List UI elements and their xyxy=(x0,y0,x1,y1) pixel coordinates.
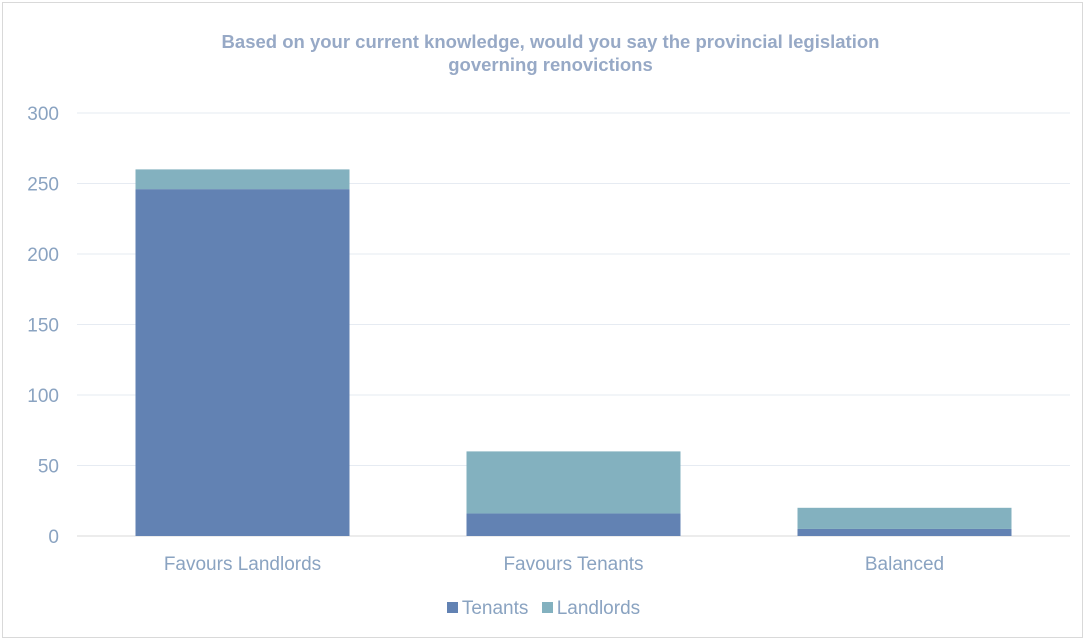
bar-tenants-favours-landlords xyxy=(135,189,350,536)
bar-tenants-balanced xyxy=(797,528,1012,536)
chart-title: Based on your current knowledge, would y… xyxy=(0,30,1087,76)
y-tick-label: 100 xyxy=(27,386,59,407)
bar-landlords-balanced xyxy=(797,507,1012,529)
chart-title-line-1: Based on your current knowledge, would y… xyxy=(221,31,880,52)
legend-swatch-tenants xyxy=(446,602,458,613)
x-tick-label: Balanced xyxy=(865,554,944,575)
legend-label-landlords: Landlords xyxy=(556,598,641,619)
y-tick-label: 250 xyxy=(27,175,59,196)
y-tick-label: 200 xyxy=(27,245,59,266)
chart-legend: Tenants Landlords xyxy=(0,598,1087,620)
legend-item-tenants: Tenants xyxy=(446,598,529,620)
y-tick-label: 300 xyxy=(27,104,59,125)
legend-swatch-landlords xyxy=(541,602,553,613)
bar-landlords-favours-landlords xyxy=(135,169,350,190)
legend-item-landlords: Landlords xyxy=(541,598,641,620)
x-tick-label: Favours Tenants xyxy=(503,554,643,575)
bar-landlords-favours-tenants xyxy=(466,451,681,514)
legend-label-tenants: Tenants xyxy=(461,598,529,619)
bar-chart-plot: 0 50 100 150 200 250 300 Favours Landlords Favou… xyxy=(27,104,1070,575)
bar-tenants-favours-tenants xyxy=(466,513,681,536)
chart-title-line-2: governing renovictions xyxy=(448,54,653,75)
x-tick-label: Favours Landlords xyxy=(164,554,321,575)
y-tick-label: 0 xyxy=(48,527,59,548)
y-tick-label: 150 xyxy=(27,316,59,337)
y-tick-label: 50 xyxy=(38,457,59,478)
